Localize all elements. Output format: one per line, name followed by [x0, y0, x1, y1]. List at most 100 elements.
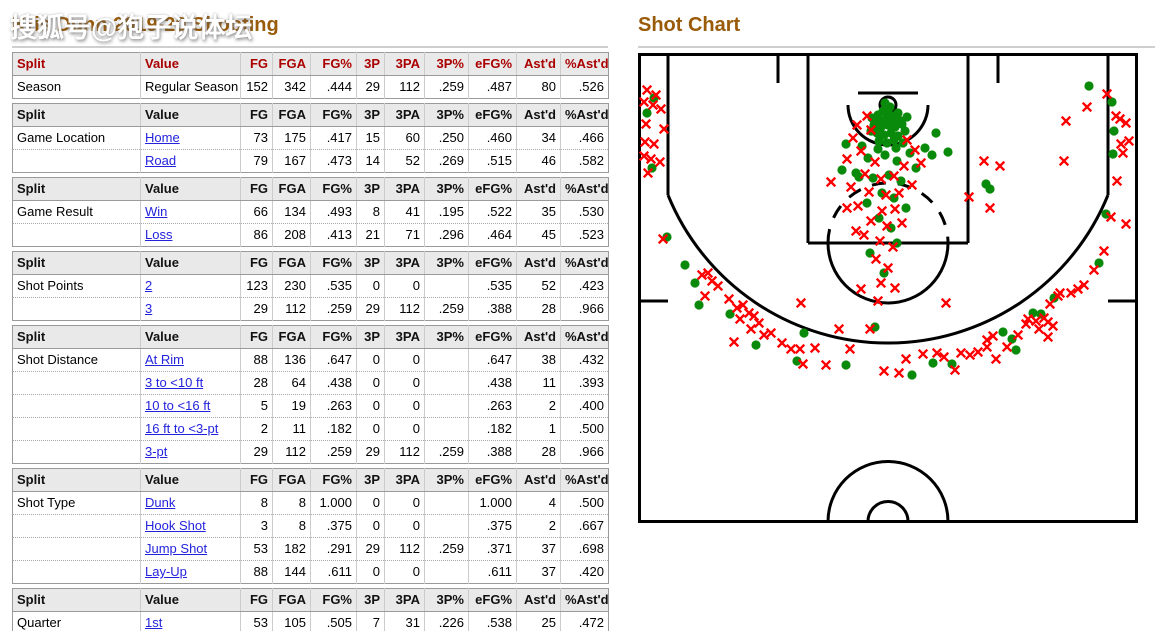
stat-cell: 88: [240, 348, 273, 372]
column-header: FGA: [272, 251, 311, 275]
value-cell: Jump Shot: [140, 537, 241, 561]
split-cell: [12, 394, 141, 418]
missed-shot-marker: [859, 168, 871, 180]
split-value-link[interactable]: 2: [145, 278, 153, 293]
stat-cell: 230: [272, 274, 311, 298]
split-cell: [12, 514, 141, 538]
column-header: 3P%: [424, 103, 469, 127]
stat-cell: .500: [560, 491, 609, 515]
stat-cell: 208: [272, 223, 311, 247]
missed-shot-marker: [1030, 315, 1042, 327]
column-header: eFG%: [468, 588, 517, 612]
missed-shot-marker: [858, 229, 870, 241]
missed-shot-marker: [875, 173, 887, 185]
column-header: 3P%: [424, 52, 469, 76]
split-cell: [12, 560, 141, 584]
missed-shot-marker: [869, 156, 881, 168]
missed-shot-marker: [981, 341, 993, 353]
column-header: eFG%: [468, 251, 517, 275]
split-value-link[interactable]: 3-pt: [145, 444, 168, 459]
table-header-row: Split Value FG FGA FG% 3P 3PA 3P% eFG% Ast'd %Ast'…: [12, 103, 609, 127]
column-header: %Ast'd: [560, 325, 609, 349]
stat-cell: .526: [560, 75, 609, 99]
stat-cell: .432: [560, 348, 609, 372]
stat-cell: .250: [424, 126, 469, 150]
missed-shot-marker: [696, 269, 708, 281]
column-header: FGA: [272, 103, 311, 127]
stat-cell: .393: [560, 371, 609, 395]
stat-cell: .535: [468, 274, 517, 298]
missed-shot-marker: [737, 299, 749, 311]
stat-cell: 52: [384, 149, 425, 173]
stat-cell: 105: [272, 611, 311, 631]
missed-shot-marker: [1105, 211, 1117, 223]
stat-cell: [424, 560, 469, 584]
split-value-link[interactable]: Jump Shot: [145, 541, 208, 556]
missed-shot-marker: [915, 157, 927, 169]
column-header: FG: [240, 588, 273, 612]
column-header: %Ast'd: [560, 468, 609, 492]
stat-cell: .375: [468, 514, 517, 538]
made-shot-marker: [998, 327, 1008, 337]
stat-cell: .698: [560, 537, 609, 561]
split-value-link[interactable]: Loss: [145, 227, 173, 242]
made-shot-marker: [874, 213, 884, 223]
made-shot-marker: [837, 165, 847, 175]
split-value-link[interactable]: Win: [145, 204, 168, 219]
stat-cell: .966: [560, 440, 609, 464]
made-shot-marker: [874, 136, 884, 146]
column-header: 3PA: [384, 52, 425, 76]
made-shot-marker: [1108, 149, 1118, 159]
stat-cell: 3: [240, 514, 273, 538]
split-value-link[interactable]: At Rim: [145, 352, 184, 367]
split-value-link[interactable]: 3 to <10 ft: [145, 375, 204, 390]
missed-shot-marker: [794, 343, 806, 355]
stat-cell: 66: [240, 200, 273, 224]
made-shot-marker: [841, 360, 851, 370]
split-value-link[interactable]: Dunk: [145, 495, 176, 510]
stat-cell: .420: [560, 560, 609, 584]
stat-cell: 88: [240, 560, 273, 584]
missed-shot-marker: [1065, 287, 1077, 299]
missed-shot-marker: [872, 295, 884, 307]
column-header: 3P: [356, 588, 385, 612]
column-header: eFG%: [468, 52, 517, 76]
split-cell: [12, 417, 141, 441]
missed-shot-marker: [642, 167, 654, 179]
stat-cell: .195: [424, 200, 469, 224]
stat-cell: .263: [468, 394, 517, 418]
stat-cell: 0: [356, 560, 385, 584]
missed-shot-marker: [1115, 138, 1127, 150]
split-value-link[interactable]: 3: [145, 301, 153, 316]
stat-cell: 14: [356, 149, 385, 173]
missed-shot-marker: [870, 253, 882, 265]
table-header-row: Split Value FG FGA FG% 3P 3PA 3P% eFG% Ast'd %Ast'…: [12, 588, 609, 612]
stat-cell: .523: [560, 223, 609, 247]
column-header: FG%: [310, 468, 357, 492]
missed-shot-marker: [712, 280, 724, 292]
split-value-link[interactable]: Hook Shot: [145, 518, 206, 533]
stat-cell: 0: [384, 274, 425, 298]
missed-shot-marker: [940, 297, 952, 309]
table-row: Shot Distance At Rim 88 136.647 0 0.647 38.432: [13, 348, 609, 372]
missed-shot-marker: [881, 220, 893, 232]
split-value-link[interactable]: 10 to <16 ft: [145, 398, 211, 413]
split-value-link[interactable]: Home: [145, 130, 180, 145]
split-value-link[interactable]: 16 ft to <3-pt: [145, 421, 219, 436]
column-header: FG: [240, 325, 273, 349]
missed-shot-marker: [906, 179, 918, 191]
split-value-link[interactable]: 1st: [145, 615, 163, 630]
made-shot-marker: [897, 119, 907, 129]
split-value-link[interactable]: Road: [145, 153, 177, 168]
column-header: %Ast'd: [560, 251, 609, 275]
column-header: FG: [240, 103, 273, 127]
stat-cell: 134: [272, 200, 311, 224]
made-shot-marker: [1101, 209, 1111, 219]
stat-cell: .493: [310, 200, 357, 224]
stat-cell: .259: [424, 440, 469, 464]
missed-shot-marker: [990, 353, 1002, 365]
made-shot-marker: [680, 260, 690, 270]
missed-shot-marker: [641, 84, 653, 96]
missed-shot-marker: [1120, 117, 1132, 129]
split-value-link[interactable]: Lay-Up: [145, 564, 187, 579]
